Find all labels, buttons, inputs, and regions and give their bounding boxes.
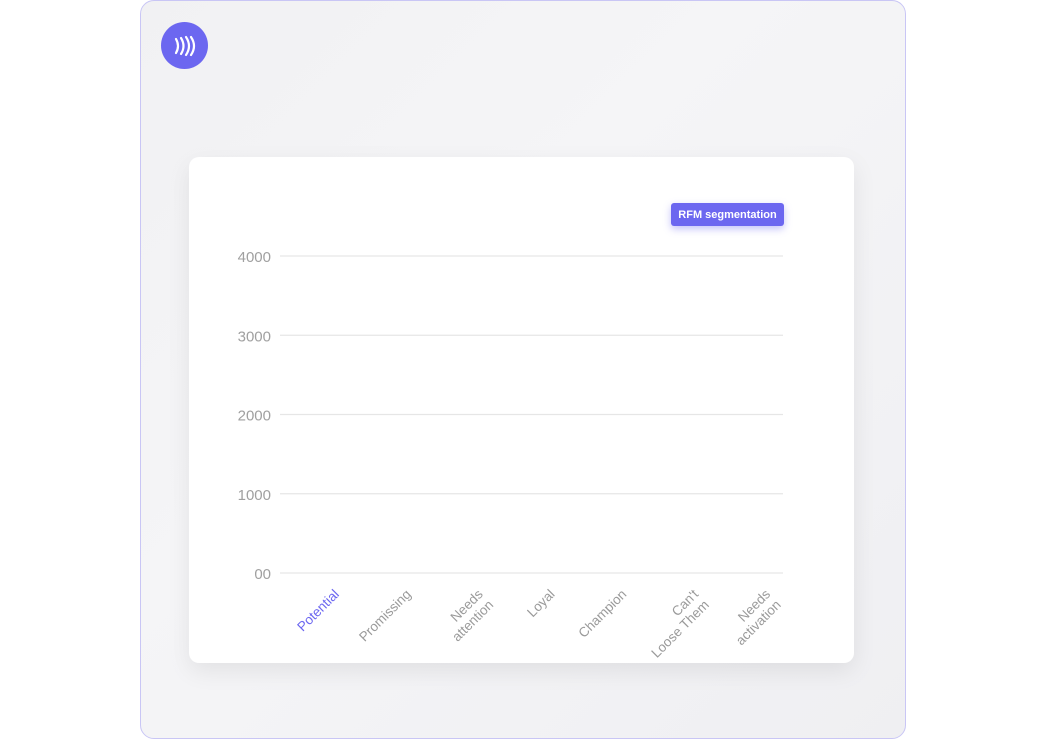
x-tick-label-line: Promissing xyxy=(356,587,414,645)
y-tick-label: 1000 xyxy=(238,487,271,504)
rfm-segmentation-badge[interactable]: RFM segmentation xyxy=(671,203,784,226)
y-tick-label: 2000 xyxy=(238,408,271,425)
sound-waves-icon xyxy=(174,35,195,56)
x-tick-label: Needsactivation xyxy=(722,586,784,648)
x-tick-label: Champion xyxy=(575,587,629,641)
x-tick-label-line: Champion xyxy=(575,587,629,641)
x-tick-label: Loyal xyxy=(524,587,557,620)
x-tick-label-line: Loyal xyxy=(524,587,557,620)
chart-card xyxy=(189,157,854,663)
y-tick-label: 00 xyxy=(254,566,271,583)
logo xyxy=(161,22,208,69)
y-tick-label: 4000 xyxy=(238,249,271,266)
x-tick-label: Needsattention xyxy=(439,586,497,644)
x-tick-label: Potential xyxy=(294,587,342,635)
x-tick-label: Promissing xyxy=(356,587,414,645)
x-tick-label: Can'tLoose Them xyxy=(638,586,712,660)
y-tick-label: 3000 xyxy=(238,328,271,345)
x-tick-label-line: Potential xyxy=(294,587,342,635)
